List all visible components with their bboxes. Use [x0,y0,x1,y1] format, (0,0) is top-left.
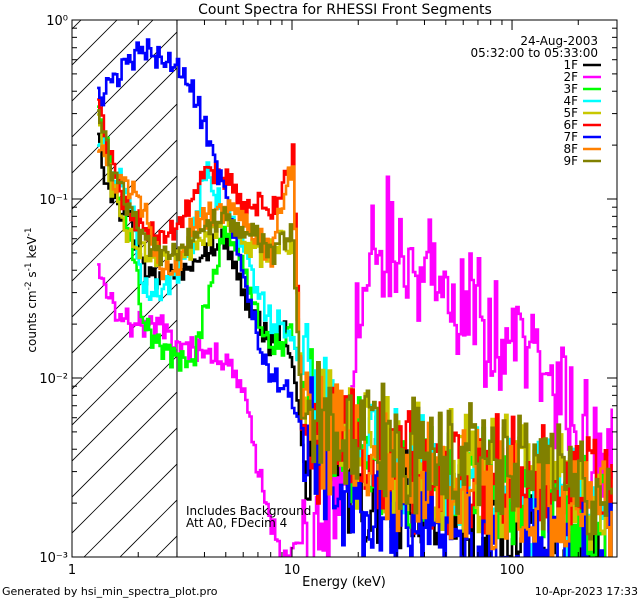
legend-label-3F: 3F [563,82,578,96]
footer-timestamp: 10-Apr-2023 17:33 [535,585,638,598]
hatch-line [72,355,177,462]
hatch-line [72,20,118,66]
chart-title: Count Spectra for RHESSI Front Segments [198,2,492,18]
y-tick-label: 10⁻² [39,372,68,387]
date-label: 24-Aug-2003 [520,34,598,48]
hatch-line [0,0,108,557]
legend-label-1F: 1F [563,58,578,72]
legend-label-9F: 9F [563,154,578,168]
annotation-attenuator: Att A0, FDecim 4 [186,516,287,530]
legend-label-2F: 2F [563,70,578,84]
time-range-label: 05:32:00 to 05:33:00 [471,46,598,60]
series-1F [97,132,611,557]
x-tick-labels: 10 100 [284,563,525,578]
legend-label-5F: 5F [563,106,578,120]
series-7F [97,38,613,557]
axis-ticks [71,20,618,558]
footer-generated-by: Generated by hsi_min_spectra_plot.pro [2,585,218,598]
hatch-line [72,391,177,498]
legend-label-8F: 8F [563,142,578,156]
legend-label-4F: 4F [563,94,578,108]
plot-frame [71,19,618,558]
annotation-background: Includes Background [186,504,311,518]
y-tick-label: 10⁻³ [39,551,68,566]
x-tick-label-1: 1 [68,563,76,578]
legend-label-7F: 7F [563,130,578,144]
hatch-line [72,175,177,282]
legend-label-6F: 6F [563,118,578,132]
hatch-line [72,211,177,318]
hatch-line [72,427,177,534]
series-layer [97,38,613,557]
series-2F [97,175,613,557]
y-axis-label: counts cm-2 s-1 keV-1 [24,227,39,352]
x-axis-label: Energy (keV) [302,575,386,590]
y-tick-label: 10⁰ [46,14,68,29]
y-tick-label: 10⁻¹ [39,193,68,208]
series-9F [97,109,613,541]
y-tick-labels: 10⁰ 10⁻¹ 10⁻² 10⁻³ [39,14,68,566]
x-tick-label: 100 [500,563,525,578]
hatch-line [72,20,154,102]
hatch-line [624,0,640,557]
x-tick-label: 10 [284,563,301,578]
